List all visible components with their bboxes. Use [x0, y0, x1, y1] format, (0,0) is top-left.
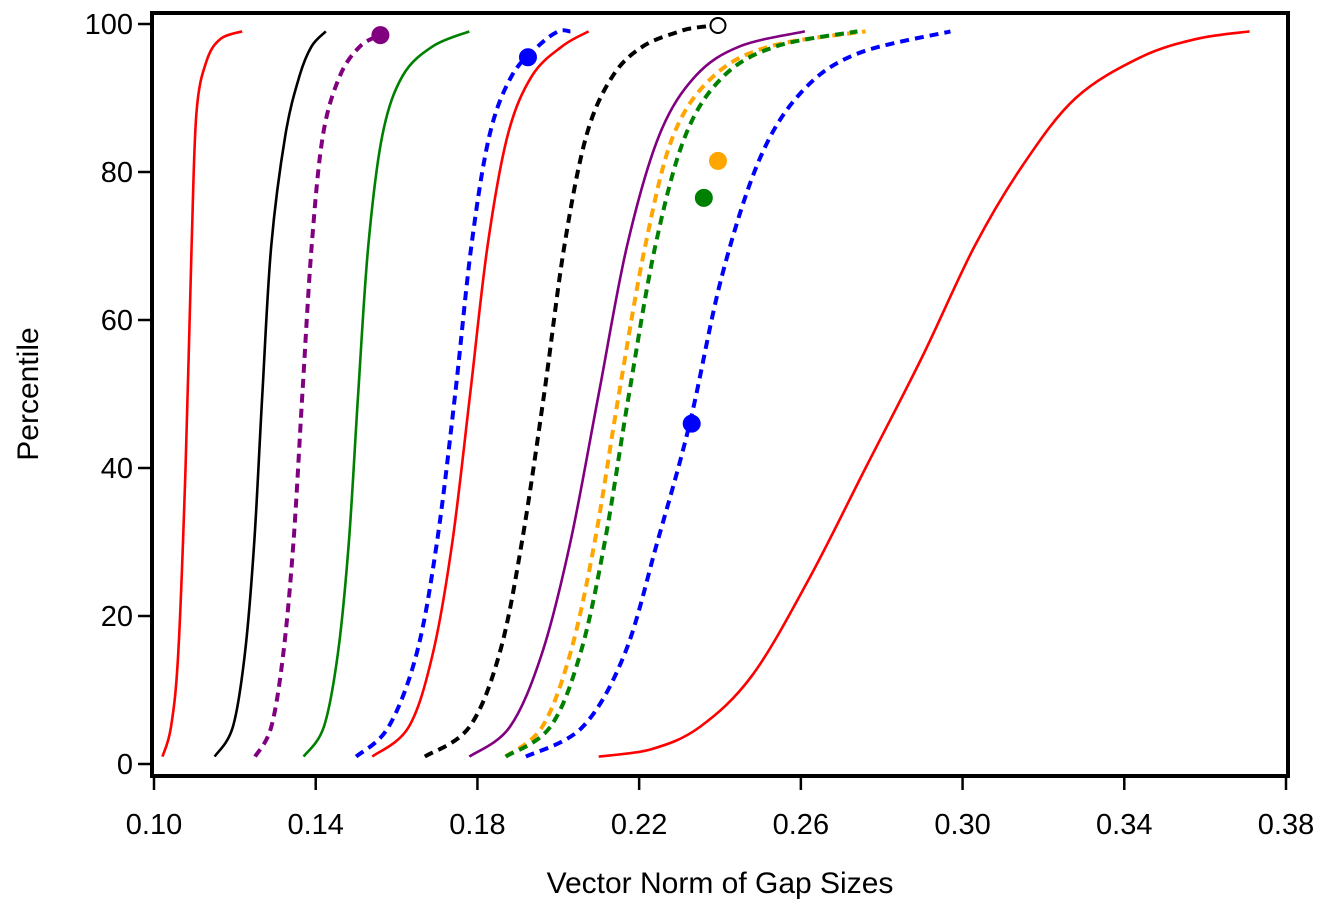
y-tick-label-2: 20: [101, 601, 133, 633]
y-tick-label-4: 60: [101, 305, 133, 337]
series-11-marker-1: [682, 414, 701, 433]
x-tick-label-2: 0.14: [287, 809, 343, 841]
series-7-marker-1: [709, 16, 727, 34]
series-line-5: [354, 28, 571, 759]
series-line-7: [423, 23, 717, 759]
y-axis: 0 20 40 60 80 100: [85, 9, 152, 781]
series-line-12: [598, 30, 1250, 758]
series-line-6: [371, 30, 590, 758]
series-line-3: [253, 33, 382, 758]
series-layer: [161, 23, 1250, 759]
y-tick-label-5: 80: [101, 157, 133, 189]
plot-frame: [150, 11, 1290, 778]
x-tick-label-1: 0.10: [126, 809, 182, 841]
y-tick-label-6: 100: [85, 9, 133, 41]
series-line-9: [504, 29, 866, 759]
y-tick-label-1: 0: [117, 749, 133, 781]
x-tick-label-8: 0.38: [1258, 809, 1314, 841]
x-tick-label-7: 0.34: [1096, 809, 1152, 841]
series-9-marker-1: [708, 151, 727, 170]
series-10-marker-1: [694, 188, 713, 207]
x-tick-label-3: 0.18: [449, 809, 505, 841]
x-tick-label-6: 0.30: [934, 809, 990, 841]
series-5-marker-1: [518, 48, 537, 67]
y-tick-label-3: 40: [101, 453, 133, 485]
series-line-1: [161, 30, 243, 757]
series-line-11: [525, 29, 951, 759]
series-line-8: [468, 30, 806, 758]
x-axis-title: Vector Norm of Gap Sizes: [547, 867, 894, 900]
x-axis: 0.10 0.14 0.18 0.22 0.26 0.30 0.34 0.38: [126, 776, 1314, 841]
y-axis-title: Percentile: [12, 327, 45, 460]
x-tick-label-4: 0.22: [611, 809, 667, 841]
series-line-10: [504, 29, 858, 759]
series-3-marker-1: [371, 26, 390, 45]
marker-layer: [371, 16, 727, 433]
x-tick-label-5: 0.26: [773, 809, 829, 841]
series-line-4: [302, 30, 470, 758]
series-line-2: [213, 30, 327, 758]
